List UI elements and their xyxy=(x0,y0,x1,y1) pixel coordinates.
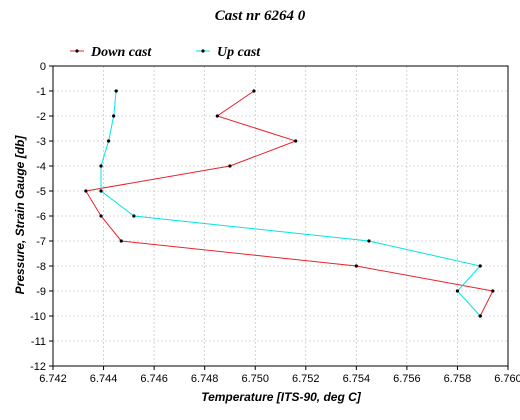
x-tick-label: 6.748 xyxy=(191,373,219,385)
data-point-up-cast xyxy=(478,314,482,318)
chart-title: Cast nr 6264 0 xyxy=(215,8,306,24)
series-up-cast xyxy=(99,89,482,318)
data-point-up-cast xyxy=(99,189,103,193)
y-axis-title: Pressure, Strain Gauge [db] xyxy=(13,135,27,295)
y-tick-label: -11 xyxy=(31,336,46,348)
y-tick-label: -2 xyxy=(36,111,46,123)
legend-marker-down-cast xyxy=(75,49,79,53)
data-point-down-cast xyxy=(294,139,298,143)
plot-frame xyxy=(52,65,509,367)
data-point-down-cast xyxy=(354,264,358,268)
legend-marker-up-cast xyxy=(201,49,205,53)
y-tick-label: -4 xyxy=(36,161,46,173)
series-down-cast xyxy=(84,89,495,318)
x-tick-label: 6.756 xyxy=(393,373,421,385)
data-point-down-cast xyxy=(228,164,232,168)
data-point-down-cast xyxy=(119,239,123,243)
y-tick-label: -3 xyxy=(36,136,46,148)
data-point-up-cast xyxy=(114,89,118,93)
x-tick-label: 6.760 xyxy=(494,373,520,385)
data-point-down-cast xyxy=(99,214,103,218)
data-point-down-cast xyxy=(491,289,495,293)
y-tick-label: -6 xyxy=(36,211,46,223)
x-tick-label: 6.742 xyxy=(39,373,67,385)
data-point-down-cast xyxy=(252,89,256,93)
x-axis-title: Temperature [ITS-90, deg C] xyxy=(201,390,362,404)
data-point-up-cast xyxy=(132,214,136,218)
y-tick-label: -7 xyxy=(36,236,46,248)
grid xyxy=(53,66,508,366)
legend: Down cast Up cast xyxy=(70,45,261,60)
x-tick-label: 6.754 xyxy=(343,373,371,385)
series-line-down-cast xyxy=(85,90,494,317)
data-point-up-cast xyxy=(99,164,103,168)
data-point-up-cast xyxy=(455,289,460,293)
y-tick-label: -1 xyxy=(36,86,46,98)
y-tick-label: -8 xyxy=(36,261,46,273)
y-tick-label: 0 xyxy=(40,61,46,73)
data-point-down-cast xyxy=(84,189,88,193)
data-point-up-cast xyxy=(112,114,116,118)
series-area xyxy=(84,89,495,318)
y-tick-label: -9 xyxy=(36,286,46,298)
x-tick-label: 6.752 xyxy=(292,373,320,385)
y-tick-label: -10 xyxy=(30,311,46,323)
x-tick-label: 6.744 xyxy=(90,373,118,385)
x-tick-label: 6.746 xyxy=(140,373,168,385)
axes: 6.742 6.744 6.746 6.748 6.750 6.752 6.754 6.756… xyxy=(30,61,520,385)
data-point-down-cast xyxy=(215,114,219,118)
x-tick-label: 6.758 xyxy=(444,373,472,385)
x-tick-label: 6.750 xyxy=(241,373,269,385)
data-point-up-cast xyxy=(107,139,111,143)
legend-label-down-cast: Down cast xyxy=(90,45,152,60)
y-tick-label: -5 xyxy=(36,186,46,198)
data-point-up-cast xyxy=(478,264,482,268)
series-line-up-cast xyxy=(100,90,482,317)
data-point-up-cast xyxy=(367,239,371,243)
y-tick-label: -12 xyxy=(30,361,46,373)
legend-label-up-cast: Up cast xyxy=(217,45,261,60)
